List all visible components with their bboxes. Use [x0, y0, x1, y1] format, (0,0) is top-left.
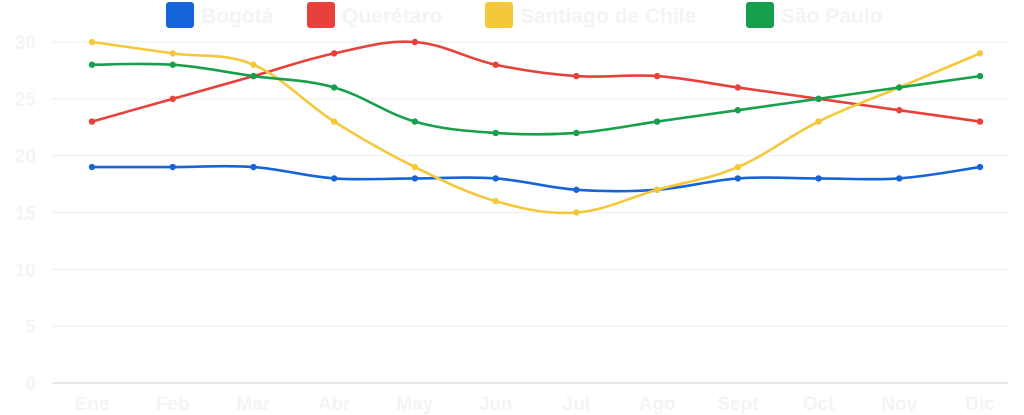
y-tick-label: 10 [15, 260, 36, 281]
y-tick-label: 25 [15, 90, 37, 111]
data-point [573, 186, 580, 193]
legend-label: Santiago de Chile [520, 5, 696, 28]
x-axis: Ene Feb Mar Abr May Jun Jul Ago Sept Oct Nov Dic [75, 394, 996, 415]
data-point [734, 84, 742, 91]
data-point [815, 175, 822, 182]
data-point [411, 175, 419, 182]
data-point [653, 72, 661, 80]
y-tick-label: 15 [15, 204, 37, 225]
series-2 [88, 38, 984, 216]
data-point [573, 129, 580, 137]
data-point [250, 163, 257, 171]
chart-series [88, 38, 984, 216]
data-point [896, 175, 903, 182]
x-tick-label: Dic [965, 394, 995, 415]
y-axis: 0 5 10 15 20 25 30 [15, 33, 37, 395]
legend-swatch [307, 2, 335, 28]
data-point [169, 61, 176, 68]
series-line [91, 40, 981, 123]
x-tick-label: Oct [803, 394, 835, 415]
data-point [88, 163, 96, 171]
data-point [896, 84, 903, 91]
data-point [250, 72, 257, 80]
x-tick-label: Ene [75, 394, 110, 415]
data-point [734, 163, 742, 171]
x-tick-label: Feb [156, 394, 190, 415]
legend-item: Bogotá [166, 2, 274, 28]
legend-item: São Paulo [746, 2, 883, 28]
x-tick-label: Jun [479, 394, 513, 415]
data-point [815, 95, 822, 103]
data-point [411, 163, 419, 171]
y-tick-label: 30 [15, 33, 36, 54]
data-point [88, 38, 96, 46]
y-tick-label: 5 [25, 317, 36, 338]
data-point [492, 61, 499, 68]
x-tick-label: Mar [237, 394, 271, 415]
data-point [653, 186, 661, 193]
data-point [411, 118, 419, 125]
x-tick-label: Sept [717, 394, 759, 415]
data-point [330, 50, 338, 57]
series-line [92, 164, 981, 193]
series-0 [88, 163, 984, 193]
data-point [88, 61, 96, 68]
data-point [169, 163, 176, 171]
legend-item: Querétaro [307, 2, 442, 28]
y-tick-label: 0 [25, 374, 36, 395]
legend-item: Santiago de Chile [485, 2, 696, 28]
series-3 [88, 61, 984, 137]
data-point [411, 38, 419, 46]
data-point [169, 95, 176, 103]
x-tick-label: Ago [639, 394, 676, 415]
data-point [250, 61, 257, 68]
legend-label: Querétaro [342, 5, 442, 28]
chart-legend: Bogotá Querétaro Santiago de Chile São Paul… [166, 2, 883, 28]
x-tick-label: May [396, 394, 433, 415]
data-point [653, 118, 661, 125]
legend-swatch [166, 2, 194, 28]
x-tick-label: Jul [563, 394, 590, 415]
data-point [815, 118, 822, 125]
data-point [492, 197, 499, 205]
data-point [573, 72, 580, 80]
legend-label: São Paulo [781, 5, 883, 28]
data-point [330, 84, 338, 91]
data-point [976, 163, 984, 171]
data-point [169, 50, 176, 57]
data-point [88, 118, 96, 125]
data-point [492, 129, 499, 137]
chart-gridlines [52, 41, 1008, 384]
legend-swatch [746, 2, 774, 28]
series-1 [88, 38, 984, 125]
data-point [573, 209, 580, 216]
series-line [91, 40, 981, 215]
data-point [976, 50, 984, 57]
data-point [896, 107, 903, 114]
data-point [734, 107, 742, 114]
data-point [734, 175, 742, 182]
data-point [976, 72, 984, 80]
x-tick-label: Nov [881, 394, 917, 415]
data-point [330, 118, 338, 125]
data-point [330, 175, 338, 182]
legend-swatch [485, 2, 513, 28]
data-point [976, 118, 984, 125]
y-tick-label: 20 [15, 147, 36, 168]
data-point [492, 175, 499, 182]
x-tick-label: Abr [318, 394, 351, 415]
legend-label: Bogotá [201, 5, 274, 28]
